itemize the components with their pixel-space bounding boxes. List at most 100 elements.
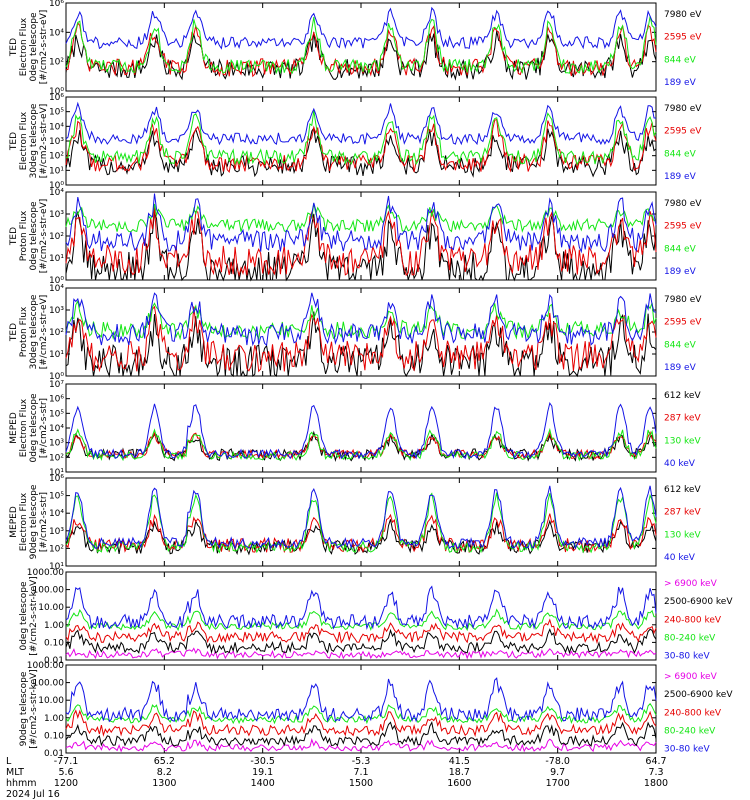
series-trace: [65, 427, 657, 462]
y-tick-label: 10⁵: [49, 492, 64, 502]
y-axis-label-line: [#/cm2-s-str]: [39, 398, 49, 458]
series-trace: [65, 702, 657, 725]
legend-entry: 40 keV: [664, 553, 696, 563]
y-axis-label-line: MEPED: [9, 506, 19, 538]
y-axis-label-line: Proton Flux: [19, 210, 29, 261]
series-trace: [65, 618, 657, 645]
y-tick-label: 10⁶: [49, 474, 64, 484]
legend-entry: 612 keV: [664, 391, 701, 401]
y-axis-label-line: TED: [9, 227, 19, 246]
footer-hhmm-value: 1800: [644, 778, 668, 789]
series-trace: [65, 203, 657, 233]
y-tick-label: 10¹: [49, 562, 64, 572]
legend-entry: 130 keV: [664, 436, 701, 446]
legend-entry: 7980 eV: [664, 199, 702, 209]
footer-row-label-hhmm: hhmm: [6, 778, 37, 789]
legend-entry: 30-80 keV: [664, 745, 710, 755]
series-trace: [65, 519, 657, 556]
y-tick-label: 10⁴: [49, 509, 64, 519]
footer-l-value: 41.5: [449, 756, 470, 767]
y-axis-label-line: [#/cm2-s-str-keV]: [29, 576, 39, 655]
legend-entry: 2595 eV: [664, 318, 702, 328]
y-axis-label-line: TED: [9, 323, 19, 342]
y-axis-label-line: 0deg telescope: [29, 201, 39, 271]
legend-entry: 7980 eV: [664, 295, 702, 305]
footer-mlt-value: 18.7: [449, 767, 470, 778]
y-axis-label-line: TED: [9, 38, 19, 57]
legend-entry: 189 eV: [664, 172, 697, 182]
footer-l-value: -78.0: [545, 756, 570, 767]
series-trace: [65, 608, 657, 632]
y-tick-label: 10²: [49, 232, 64, 242]
y-tick-label: 100.00: [33, 586, 65, 596]
footer-mlt-value: 5.6: [58, 767, 73, 778]
series-trace: [65, 585, 657, 631]
series-trace: [65, 709, 657, 738]
y-tick-label: 1000.00: [27, 568, 64, 578]
y-axis-label-line: 0deg telescope: [29, 393, 39, 463]
panel-1: 10⁰ 10² 10⁴ 10⁶ TED Electron Flux 0deg telesco…: [9, 0, 702, 97]
footer-hhmm-value: 1700: [546, 778, 570, 789]
panel-5: 10¹ 10² 10³ 10⁴ 10⁵ 10⁶ 10⁷ MEPED Electron Flux 0…: [9, 380, 701, 478]
series-trace: [65, 299, 657, 341]
footer-hhmm-value: 1400: [251, 778, 275, 789]
y-tick-label: 0.10: [44, 731, 64, 741]
footer-hhmm-value: 1500: [349, 778, 373, 789]
legend-entry: 2500-6900 keV: [664, 690, 733, 700]
y-axis-label-line: [#/cm2-s-str]: [39, 492, 49, 552]
series-trace: [65, 126, 657, 178]
series-trace: [65, 210, 657, 282]
legend-entry: 844 eV: [664, 244, 697, 254]
y-tick-label: 0.01: [44, 656, 64, 666]
y-tick-label: 10⁷: [49, 380, 64, 390]
footer-mlt-value: 19.1: [252, 767, 273, 778]
y-axis-label-line: MEPED: [9, 412, 19, 444]
footer-l-value: -30.5: [250, 756, 275, 767]
y-tick-label: 10²: [49, 58, 64, 68]
legend-entry: 240-800 keV: [664, 615, 722, 625]
footer-mlt-value: 7.1: [353, 767, 368, 778]
y-tick-label: 10⁴: [49, 188, 64, 198]
y-axis-label-line: [#/cm2-s-str-eV]: [39, 199, 49, 274]
y-axis-label-line: [#/cm2-s-str-eV]: [39, 10, 49, 85]
y-tick-label: 10³: [49, 137, 64, 147]
legend-entry: 189 eV: [664, 78, 697, 88]
y-tick-label: 10¹: [49, 350, 64, 360]
footer-row-label-l: L: [6, 756, 12, 767]
series-trace: [65, 311, 657, 378]
y-tick-label: 0.10: [44, 638, 64, 648]
y-tick-label: 10⁴: [49, 122, 64, 132]
legend-entry: 2595 eV: [664, 33, 702, 43]
y-tick-label: 10⁵: [49, 409, 64, 419]
legend-entry: 240-800 keV: [664, 708, 722, 718]
y-tick-label: 10¹: [49, 468, 64, 478]
legend-entry: > 6900 keV: [664, 579, 718, 589]
y-axis-label-line: Electron Flux: [19, 111, 29, 170]
y-tick-label: 10³: [49, 210, 64, 220]
footer-l-value: -77.1: [54, 756, 79, 767]
footer-mlt-value: 9.7: [550, 767, 565, 778]
y-axis-label-line: 30deg telescope: [29, 294, 39, 369]
y-axis-label-line: [#/cm2-s-str-eV]: [39, 295, 49, 370]
series-trace: [65, 6, 657, 50]
y-tick-label: 10³: [49, 439, 64, 449]
legend-entry: 844 eV: [664, 149, 697, 159]
y-axis-label-line: 0deg telescope: [19, 581, 29, 651]
y-tick-label: 10¹: [49, 254, 64, 264]
y-tick-label: 10⁰: [49, 181, 64, 191]
y-tick-label: 1000.00: [27, 661, 64, 671]
y-axis-label-line: 30deg telescope: [29, 103, 39, 178]
legend-entry: 189 eV: [664, 363, 697, 373]
legend-entry: 80-240 keV: [664, 726, 716, 736]
panels-group: 10⁰ 10² 10⁴ 10⁶ TED Electron Flux 0deg telesco…: [9, 0, 733, 759]
y-tick-label: 100.00: [33, 679, 65, 689]
panel-4: 10⁰ 10¹ 10² 10³ 10⁴ TED Proton Flux 30deg teles…: [9, 284, 702, 382]
y-tick-label: 10⁵: [49, 108, 64, 118]
y-axis-label-line: [#/cm2-s-str-eV]: [39, 104, 49, 179]
panel-7: 0.01 0.10 1.00 10.00 100.00 1000.00 0deg teles…: [19, 568, 733, 666]
footer-row-label-date: 2024 Jul 16: [6, 789, 60, 800]
footer-l-value: 65.2: [154, 756, 175, 767]
y-axis-label-line: Proton Flux: [19, 306, 29, 357]
